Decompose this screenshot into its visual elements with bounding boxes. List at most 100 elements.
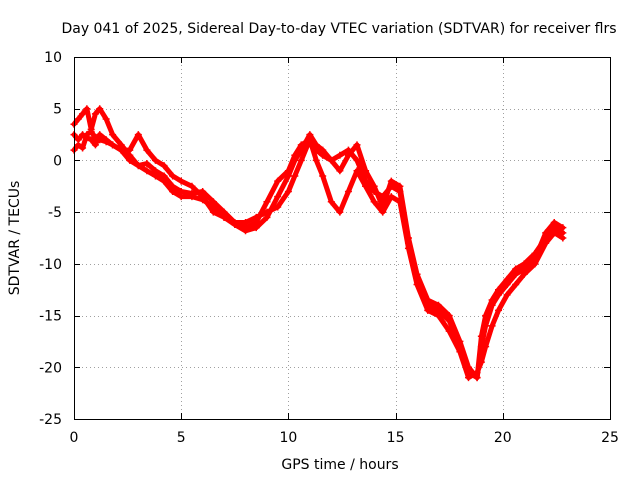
- y-tick-label: 10: [44, 50, 62, 66]
- data-point: [151, 156, 159, 164]
- y-tick-label: -5: [48, 205, 62, 221]
- data-point: [550, 229, 558, 237]
- data-point: [456, 348, 464, 356]
- data-point: [306, 136, 314, 144]
- data-point: [209, 208, 217, 216]
- data-point: [379, 208, 387, 216]
- data-point: [336, 151, 344, 159]
- data-point: [344, 187, 352, 195]
- y-tick-label: 5: [53, 102, 62, 118]
- data-point: [91, 110, 99, 118]
- data-point: [126, 146, 134, 154]
- data-point: [531, 250, 539, 258]
- data-point: [495, 286, 503, 294]
- data-point: [102, 136, 110, 144]
- data-point: [319, 172, 327, 180]
- data-point: [151, 172, 159, 180]
- data-point: [559, 234, 567, 242]
- data-point: [242, 218, 250, 226]
- data-point: [291, 156, 299, 164]
- data-point: [503, 275, 511, 283]
- data-point: [445, 312, 453, 320]
- data-point: [143, 146, 151, 154]
- data-point: [336, 167, 344, 175]
- data-point: [503, 291, 511, 299]
- data-point: [327, 156, 335, 164]
- data-points: [70, 105, 567, 382]
- y-tick-label: 0: [53, 153, 62, 169]
- y-axis-label: SDTVAR / TECUs: [7, 181, 23, 296]
- data-point: [188, 182, 196, 190]
- x-tick-label: 20: [494, 430, 512, 446]
- data-point: [495, 306, 503, 314]
- data-point: [274, 203, 282, 211]
- data-point: [327, 198, 335, 206]
- data-point: [177, 177, 185, 185]
- data-point: [434, 301, 442, 309]
- y-tick-label: -25: [39, 412, 62, 428]
- data-point: [117, 146, 125, 154]
- data-point: [396, 182, 404, 190]
- data-point: [96, 131, 104, 139]
- data-point: [79, 144, 87, 152]
- data-point: [83, 105, 91, 113]
- data-point: [177, 193, 185, 201]
- data-point: [169, 172, 177, 180]
- data-point: [319, 146, 327, 154]
- data-point: [312, 156, 320, 164]
- data-point: [512, 281, 520, 289]
- data-point: [424, 306, 432, 314]
- x-axis-label: GPS time / hours: [281, 457, 398, 473]
- data-point: [109, 141, 117, 149]
- data-point: [520, 270, 528, 278]
- data-point: [291, 172, 299, 180]
- x-tick-label: 0: [70, 430, 79, 446]
- data-point: [284, 172, 292, 180]
- data-point: [396, 198, 404, 206]
- data-point: [87, 125, 95, 133]
- data-point: [109, 131, 117, 139]
- y-tick-label: -15: [39, 309, 62, 325]
- data-point: [413, 281, 421, 289]
- data-point: [477, 332, 485, 340]
- data-point: [134, 131, 142, 139]
- data-point: [344, 151, 352, 159]
- data-point: [370, 198, 378, 206]
- data-point: [404, 244, 412, 252]
- data-point: [87, 136, 95, 144]
- data-point: [445, 327, 453, 335]
- data-point: [79, 110, 87, 118]
- data-point: [274, 193, 282, 201]
- data-point: [252, 213, 260, 221]
- y-tick-label: -10: [39, 257, 62, 273]
- x-tick-label: 10: [279, 430, 297, 446]
- data-point: [488, 322, 496, 330]
- y-tick-label: -20: [39, 360, 62, 376]
- chart-title: Day 041 of 2025, Sidereal Day-to-day VTE…: [61, 21, 616, 37]
- data-point: [353, 141, 361, 149]
- data-point: [79, 131, 87, 139]
- data-point: [263, 208, 271, 216]
- data-point: [520, 260, 528, 268]
- data-point: [220, 213, 228, 221]
- data-point: [542, 239, 550, 247]
- x-tick-label: 5: [177, 430, 186, 446]
- data-point: [74, 136, 82, 144]
- data-point: [353, 156, 361, 164]
- x-tick-label: 25: [601, 430, 619, 446]
- data-point: [482, 312, 490, 320]
- data-point: [362, 182, 370, 190]
- data-point: [387, 177, 395, 185]
- data-point: [160, 162, 168, 170]
- x-tick-label: 15: [387, 430, 405, 446]
- data-point: [199, 193, 207, 201]
- data-point: [102, 115, 110, 123]
- data-point: [91, 141, 99, 149]
- axis-ticks: [74, 57, 611, 420]
- data-point: [188, 193, 196, 201]
- data-point: [263, 198, 271, 206]
- data-point: [143, 160, 151, 168]
- data-point: [370, 182, 378, 190]
- data-point: [456, 337, 464, 345]
